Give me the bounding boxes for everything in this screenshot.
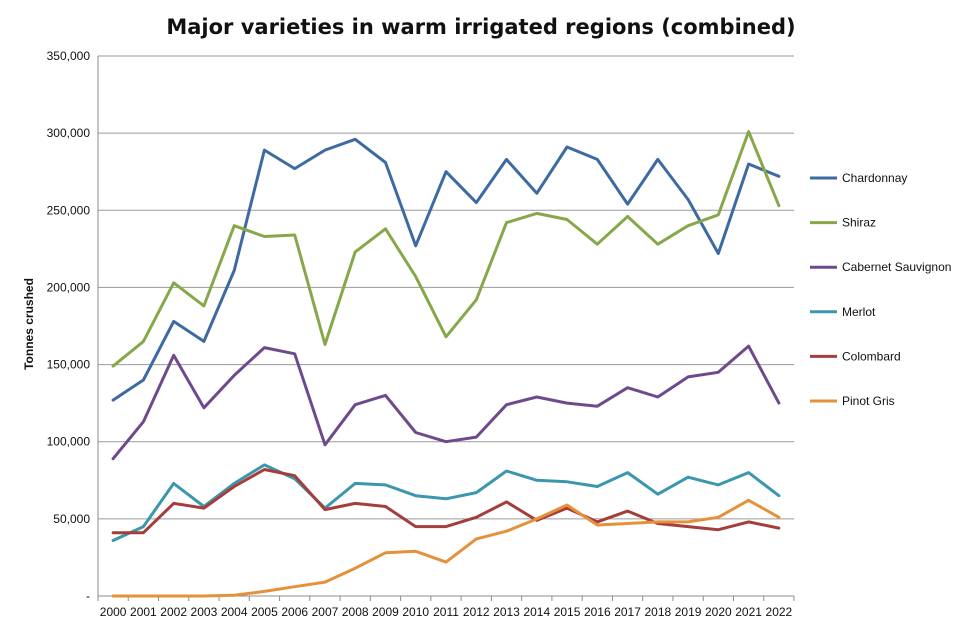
x-tick-label: 2004 (221, 605, 248, 619)
y-tick-label: 250,000 (47, 203, 91, 217)
x-tick-label: 2000 (100, 605, 127, 619)
legend-label-pinot-gris: Pinot Gris (842, 394, 895, 408)
x-tick-label: 2022 (766, 605, 793, 619)
chart-title: Major varieties in warm irrigated region… (166, 15, 795, 39)
x-tick-label: 2016 (584, 605, 611, 619)
x-tick-label: 2019 (675, 605, 702, 619)
x-tick-label: 2013 (493, 605, 520, 619)
x-tick-label: 2002 (160, 605, 187, 619)
x-tick-label: 2008 (342, 605, 369, 619)
axes: - 50,000 100,000 150,000 200,000 250,000 300,0… (47, 49, 795, 619)
series-line-pinot-gris (111, 498, 781, 598)
legend-label-merlot: Merlot (842, 305, 876, 319)
x-tick-label: 2007 (312, 605, 339, 619)
legend-label-shiraz: Shiraz (842, 216, 876, 230)
gridlines (98, 55, 794, 520)
x-tick-label: 2006 (281, 605, 308, 619)
x-tick-label: 2009 (372, 605, 399, 619)
x-tick-label: 2012 (463, 605, 490, 619)
legend-label-colombard: Colombard (842, 349, 901, 363)
x-tick-label: 2020 (705, 605, 732, 619)
legend-label-chardonnay: Chardonnay (842, 171, 907, 185)
x-tick-label: 2011 (433, 605, 459, 619)
series-lines (111, 130, 781, 598)
legend: Chardonnay Shiraz Cabernet Sauvignon Merlot… (810, 171, 951, 408)
y-tick-label: 350,000 (47, 49, 91, 63)
y-tick-label: 200,000 (47, 280, 91, 294)
x-tick-label: 2014 (523, 605, 550, 619)
x-tick-label: 2018 (644, 605, 671, 619)
series-line-chardonnay (111, 137, 781, 402)
x-tick-label: 2017 (614, 605, 641, 619)
series-line-cabernet-sauvignon (111, 344, 781, 461)
y-axis-label: Tonnes crushed (22, 278, 36, 370)
x-tick-label: 2015 (554, 605, 581, 619)
y-tick-label: - (86, 589, 90, 603)
y-tick-label: 50,000 (53, 512, 90, 526)
x-tick-label: 2021 (735, 605, 762, 619)
y-tick-label: 100,000 (47, 435, 91, 449)
series-line-shiraz (111, 130, 781, 368)
x-tick-label: 2010 (402, 605, 429, 619)
series-line-colombard (111, 468, 781, 535)
y-tick-label: 300,000 (47, 126, 91, 140)
y-tick-label: 150,000 (47, 358, 91, 372)
x-tick-label: 2005 (251, 605, 278, 619)
series-line-merlot (111, 463, 781, 542)
x-tick-label: 2001 (130, 605, 157, 619)
x-tick-label: 2003 (191, 605, 218, 619)
legend-label-cabernet-sauvignon: Cabernet Sauvignon (842, 260, 951, 274)
